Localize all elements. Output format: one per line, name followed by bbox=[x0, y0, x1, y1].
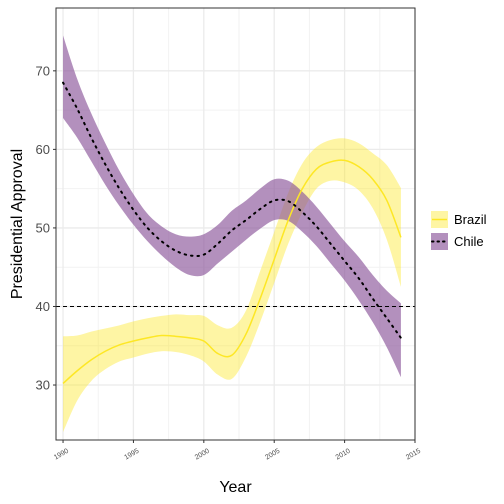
x-tick-label: 2010 bbox=[335, 448, 352, 462]
y-tick-label: 50 bbox=[36, 220, 50, 235]
x-tick-label: 2000 bbox=[194, 448, 211, 462]
confidence-bands bbox=[63, 35, 401, 432]
x-axis-ticks: 1990 1995 2000 2005 2010 2015 bbox=[53, 440, 422, 462]
y-tick-label: 70 bbox=[36, 63, 50, 78]
y-axis-title: Presidential Approval bbox=[9, 149, 26, 299]
y-tick-label: 40 bbox=[36, 299, 50, 314]
confidence-band-chile bbox=[63, 35, 401, 377]
x-tick-label: 1995 bbox=[123, 448, 140, 462]
legend-item-brazil: Brazil bbox=[431, 211, 487, 228]
legend-item-chile: Chile bbox=[431, 233, 484, 250]
x-tick-label: 2005 bbox=[264, 448, 281, 462]
legend-label-chile: Chile bbox=[454, 234, 484, 249]
y-axis-ticks: 30 40 50 60 70 bbox=[36, 63, 56, 392]
legend-label-brazil: Brazil bbox=[454, 212, 487, 227]
legend: Brazil Chile bbox=[431, 211, 487, 250]
x-tick-label: 2015 bbox=[405, 448, 422, 462]
x-axis-title: Year bbox=[219, 479, 252, 496]
y-tick-label: 60 bbox=[36, 142, 50, 157]
x-tick-label: 1990 bbox=[53, 448, 70, 462]
series-line-chile bbox=[63, 83, 401, 338]
y-tick-label: 30 bbox=[36, 378, 50, 393]
